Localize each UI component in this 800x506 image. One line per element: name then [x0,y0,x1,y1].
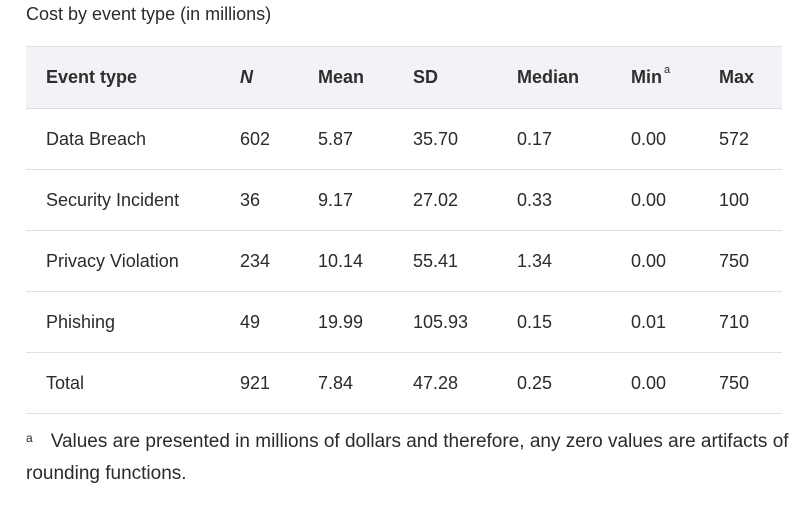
cost-table: Event type N Mean SD Median Min a Max Dat… [26,46,782,414]
cell-event-type: Phishing [46,311,116,332]
table-row-total: Total 921 7.84 47.28 0.25 0.00 750 [26,353,782,414]
cell-sd: 27.02 [413,189,459,210]
cell-event-type: Total [46,372,85,393]
cell-sd: 35.70 [413,128,459,149]
cell-event-type: Security Incident [46,189,180,210]
cell-min: 0.00 [631,189,667,210]
table-footnote: a Values are presented in millions of dol… [26,426,796,490]
header-max: Max [719,67,755,87]
header-min: Min a [631,47,719,109]
header-mean: Mean [318,67,365,87]
cell-max: 710 [719,311,750,332]
cell-event-type: Data Breach [46,128,147,149]
cell-min: 0.01 [631,311,667,332]
table-header-row: Event type N Mean SD Median Min a Max [26,46,782,109]
cell-min: 0.00 [631,372,667,393]
cell-median: 1.34 [517,250,553,271]
header-event-type: Event type [46,67,138,87]
cell-n: 921 [240,372,271,393]
cell-sd: 47.28 [413,372,459,393]
cell-max: 750 [719,250,750,271]
cell-mean: 9.17 [318,189,354,210]
cell-mean: 7.84 [318,372,354,393]
cell-max: 572 [719,128,750,149]
cell-mean: 5.87 [318,128,354,149]
cell-max: 750 [719,372,750,393]
cell-median: 0.17 [517,128,553,149]
cell-median: 0.33 [517,189,553,210]
cell-min: 0.00 [631,250,667,271]
cell-n: 234 [240,250,271,271]
cell-mean: 10.14 [318,250,364,271]
cell-min: 0.00 [631,128,667,149]
header-n: N [240,67,253,87]
table-row: Privacy Violation 234 10.14 55.41 1.34 0… [26,231,782,292]
cell-sd: 105.93 [413,311,469,332]
cell-n: 36 [240,189,261,210]
table-row: Data Breach 602 5.87 35.70 0.17 0.00 572 [26,109,782,170]
cell-n: 49 [240,311,261,332]
header-min-footnote-mark: a [664,64,671,76]
cell-median: 0.15 [517,311,553,332]
table-caption: Cost by event type (in millions) [26,4,272,24]
header-min-label: Min [631,67,662,87]
cell-event-type: Privacy Violation [46,250,179,271]
footnote-mark: a [26,431,33,445]
cell-mean: 19.99 [318,311,364,332]
cell-sd: 55.41 [413,250,459,271]
footnote-text: Values are presented in millions of doll… [26,431,789,484]
header-median: Median [517,67,580,87]
cell-max: 100 [719,189,750,210]
header-sd: SD [413,67,439,87]
table-row: Phishing 49 19.99 105.93 0.15 0.01 710 [26,292,782,353]
cell-median: 0.25 [517,372,553,393]
cell-n: 602 [240,128,271,149]
table-row: Security Incident 36 9.17 27.02 0.33 0.0… [26,170,782,231]
